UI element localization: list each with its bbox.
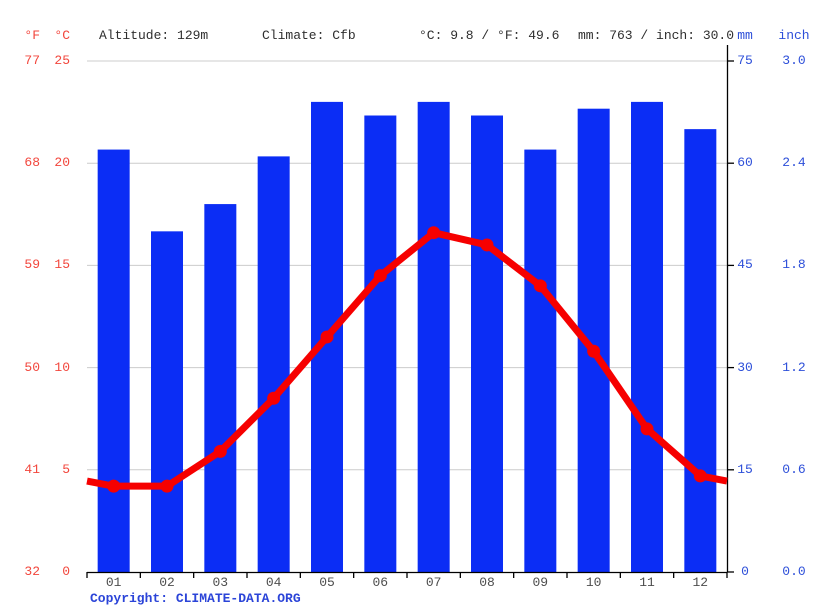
- c-axis-label: 5: [62, 461, 70, 477]
- inch-axis-label: 1.8: [782, 257, 806, 273]
- mm-axis-label: 60: [737, 155, 753, 171]
- header-mean-temperature: °C: 9.8 / °F: 49.6: [419, 28, 560, 43]
- month-label: 02: [159, 575, 175, 590]
- month-label: 10: [585, 575, 602, 590]
- month-label: 09: [532, 575, 549, 590]
- temperature-point: [320, 330, 334, 344]
- inch-axis-label: 2.4: [782, 155, 806, 171]
- month-label: 05: [319, 575, 335, 590]
- mm-axis-label: 30: [737, 359, 753, 375]
- temperature-point: [640, 422, 654, 436]
- header-climate-class: Climate: Cfb: [262, 28, 356, 43]
- c-axis-label: 15: [54, 257, 70, 273]
- month-label: 12: [692, 575, 709, 590]
- month-label: 01: [105, 575, 122, 590]
- mm-axis-label: 15: [737, 461, 753, 477]
- inch-axis-label: 3.0: [782, 53, 806, 68]
- copyright: Copyright: CLIMATE-DATA.ORG: [90, 591, 301, 606]
- precipitation-bar: [684, 129, 717, 572]
- precipitation-bar: [471, 115, 503, 573]
- temperature-point: [160, 479, 174, 493]
- temperature-point: [373, 269, 387, 283]
- month-label: 08: [479, 575, 495, 590]
- precipitation-bar: [151, 231, 183, 573]
- header-inch-unit: inch: [778, 28, 810, 43]
- mm-axis-label: 75: [737, 53, 753, 68]
- header-fahrenheit-unit: °F: [24, 28, 40, 43]
- c-axis-label: 10: [54, 359, 70, 375]
- month-label: 11: [639, 575, 655, 590]
- inch-axis-label: 1.2: [782, 359, 806, 375]
- temperature-point: [267, 391, 281, 405]
- copyright-label: Copyright:: [90, 591, 176, 606]
- mm-axis-label: 0: [741, 564, 749, 579]
- mm-axis-label: 45: [737, 257, 753, 273]
- copyright-link[interactable]: CLIMATE-DATA.ORG: [175, 591, 301, 606]
- temperature-line: [86, 229, 728, 490]
- f-axis-label: 41: [24, 461, 40, 477]
- f-axis-label: 32: [24, 564, 40, 579]
- month-label: 07: [425, 575, 442, 590]
- f-axis-label: 59: [24, 257, 40, 273]
- precipitation-bar: [524, 149, 557, 572]
- precipitation-bar: [204, 204, 237, 572]
- month-label: 04: [265, 575, 282, 590]
- month-label: 06: [372, 575, 389, 590]
- temperature-point: [480, 238, 494, 252]
- precipitation-bar: [97, 149, 130, 572]
- f-axis-label: 50: [24, 359, 40, 375]
- month-label: 03: [212, 575, 229, 590]
- temperature-point: [533, 279, 547, 293]
- f-axis-label: 68: [24, 155, 40, 171]
- temperature-point: [587, 344, 601, 358]
- temperature-point: [427, 226, 441, 240]
- precipitation-bar: [364, 115, 397, 573]
- inch-axis-label: 0.6: [782, 461, 806, 477]
- precipitation-bar: [417, 101, 450, 572]
- inch-axis-label: 0.0: [782, 564, 806, 579]
- temperature-point: [107, 479, 121, 493]
- precipitation-bar: [257, 156, 290, 573]
- header-celsius-unit: °C: [54, 28, 70, 43]
- f-axis-label: 77: [24, 53, 40, 68]
- header-altitude: Altitude: 129m: [99, 28, 209, 43]
- c-axis-label: 25: [54, 53, 70, 68]
- temperature-point: [213, 444, 227, 458]
- temperature-point: [693, 469, 707, 483]
- c-axis-label: 20: [54, 155, 70, 171]
- header-total-precipitation: mm: 763 / inch: 30.0: [578, 28, 735, 43]
- c-axis-label: 0: [62, 564, 70, 579]
- header-mm-unit: mm: [737, 28, 753, 43]
- precipitation-bar: [631, 101, 663, 572]
